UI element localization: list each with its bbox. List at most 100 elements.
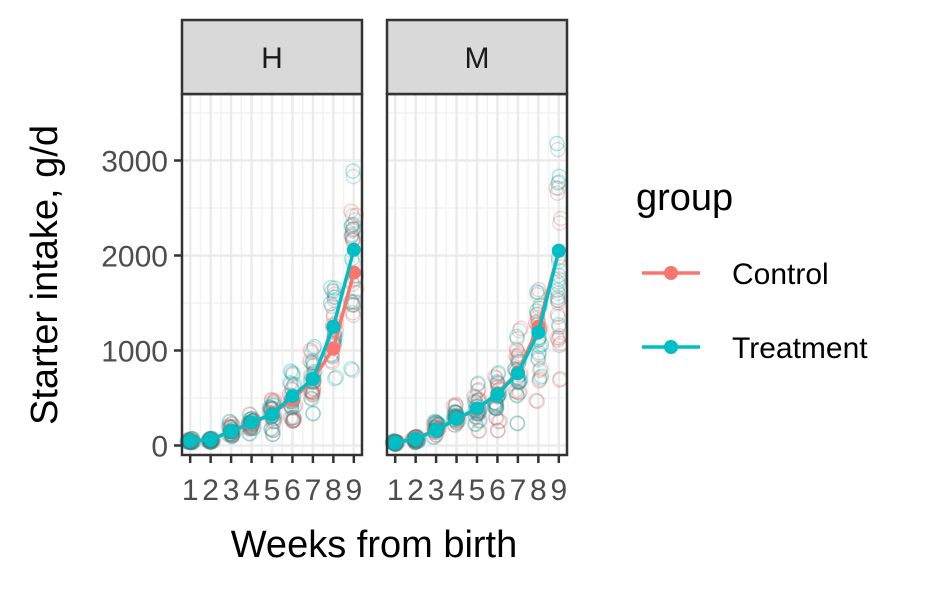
x-tick-label: 2 — [407, 474, 424, 507]
raw-observation-point — [344, 223, 361, 239]
series-point-treatment — [429, 423, 444, 438]
raw-observation-point — [345, 163, 361, 179]
y-tick-label: 2000 — [101, 241, 168, 274]
raw-observation-point — [508, 341, 525, 357]
series-point-treatment — [326, 319, 341, 334]
y-axis-title: Starter intake, g/d — [24, 125, 66, 425]
series-point-treatment — [449, 411, 464, 426]
x-tick-label: 8 — [325, 474, 342, 507]
raw-observation-point — [326, 371, 343, 387]
series-point-treatment — [470, 401, 484, 416]
raw-observation-point — [549, 306, 566, 322]
raw-observation-point — [530, 284, 547, 301]
raw-observation-point — [548, 180, 564, 196]
raw-observation-point — [264, 422, 281, 439]
raw-observation-point — [283, 364, 300, 381]
facet-strip — [385, 18, 569, 96]
legend-key-point — [664, 340, 678, 354]
legend-title: group — [636, 177, 733, 219]
raw-observation-point — [263, 421, 280, 437]
raw-observation-point — [345, 168, 362, 185]
raw-observation-point — [286, 409, 302, 426]
raw-observation-point — [531, 362, 548, 379]
series-point-treatment — [531, 325, 546, 340]
raw-observation-point — [532, 370, 548, 386]
raw-observation-point — [345, 221, 362, 237]
series-point-treatment — [408, 431, 423, 446]
raw-observation-point — [530, 350, 546, 367]
x-axis-title: Weeks from birth — [231, 524, 517, 566]
raw-observation-point — [492, 413, 508, 429]
raw-observation-point — [487, 400, 503, 416]
raw-observation-point — [343, 293, 359, 310]
raw-observation-point — [512, 384, 528, 400]
series-point-treatment — [305, 372, 320, 386]
raw-observation-point — [490, 366, 506, 382]
x-tick-label: 7 — [305, 474, 322, 507]
raw-observation-point — [490, 422, 506, 439]
raw-observation-point — [470, 423, 486, 439]
raw-observation-point — [344, 226, 360, 243]
raw-observation-point — [343, 217, 360, 234]
x-tick-label: 9 — [345, 474, 362, 507]
raw-observation-point — [511, 385, 527, 401]
raw-observation-point — [345, 307, 361, 324]
facet-panels: H1 2 3 4 5 6 7 8 9M1 2 3 4 5 6 7 8 9 — [179, 18, 569, 507]
raw-observation-point — [285, 412, 302, 428]
x-tick-label: 6 — [284, 474, 301, 507]
x-tick-label: 4 — [448, 474, 465, 507]
series-point-treatment — [224, 424, 239, 439]
raw-observation-point — [549, 135, 565, 152]
raw-observation-point — [508, 328, 525, 345]
raw-observation-point — [302, 342, 319, 359]
facet-strip-label: H — [261, 42, 283, 75]
raw-observation-point — [265, 426, 281, 442]
raw-observation-point — [305, 385, 321, 401]
raw-observation-point — [303, 390, 319, 406]
raw-observation-point — [344, 208, 361, 224]
raw-observation-point — [528, 392, 544, 409]
raw-observation-point — [532, 297, 548, 314]
series-point-treatment — [346, 242, 361, 257]
raw-observation-point — [470, 381, 487, 398]
x-tick-label: 6 — [489, 474, 506, 507]
x-tick-label: 7 — [510, 474, 527, 507]
raw-observation-point — [344, 305, 361, 321]
raw-observation-point — [286, 412, 302, 428]
series-point-treatment — [285, 389, 300, 404]
x-tick-label: 1 — [182, 474, 199, 507]
raw-observation-point — [263, 421, 279, 437]
raw-observation-point — [282, 410, 299, 426]
raw-observation-point — [550, 309, 566, 325]
raw-observation-point — [550, 295, 566, 311]
raw-observation-point — [550, 180, 567, 197]
raw-observation-point — [509, 388, 526, 404]
raw-observation-point — [531, 371, 548, 388]
raw-observation-point — [345, 216, 361, 233]
raw-observation-point — [550, 292, 567, 309]
raw-observation-point — [550, 289, 566, 306]
raw-observation-point — [488, 370, 504, 386]
raw-observation-point — [304, 387, 321, 403]
raw-observation-point — [304, 386, 321, 402]
series-point-treatment — [203, 432, 218, 447]
raw-observation-point — [284, 413, 301, 429]
raw-observation-point — [511, 322, 528, 339]
y-tick-label: 1000 — [101, 336, 168, 369]
raw-observation-point — [471, 422, 488, 439]
raw-observation-point — [344, 362, 361, 379]
raw-observation-point — [529, 287, 546, 303]
raw-observation-point — [533, 368, 550, 385]
x-tick-label: 9 — [550, 474, 567, 507]
raw-observation-point — [264, 426, 281, 443]
raw-observation-point — [550, 141, 566, 158]
raw-observation-point — [530, 346, 547, 363]
raw-observation-point — [282, 363, 299, 379]
raw-observation-point — [488, 410, 505, 426]
x-tick-label: 2 — [202, 474, 219, 507]
raw-observation-point — [531, 345, 547, 361]
raw-observation-point — [508, 384, 525, 400]
facet-strip-label: M — [465, 42, 490, 75]
raw-observation-point — [509, 415, 525, 431]
raw-observation-point — [285, 410, 301, 426]
